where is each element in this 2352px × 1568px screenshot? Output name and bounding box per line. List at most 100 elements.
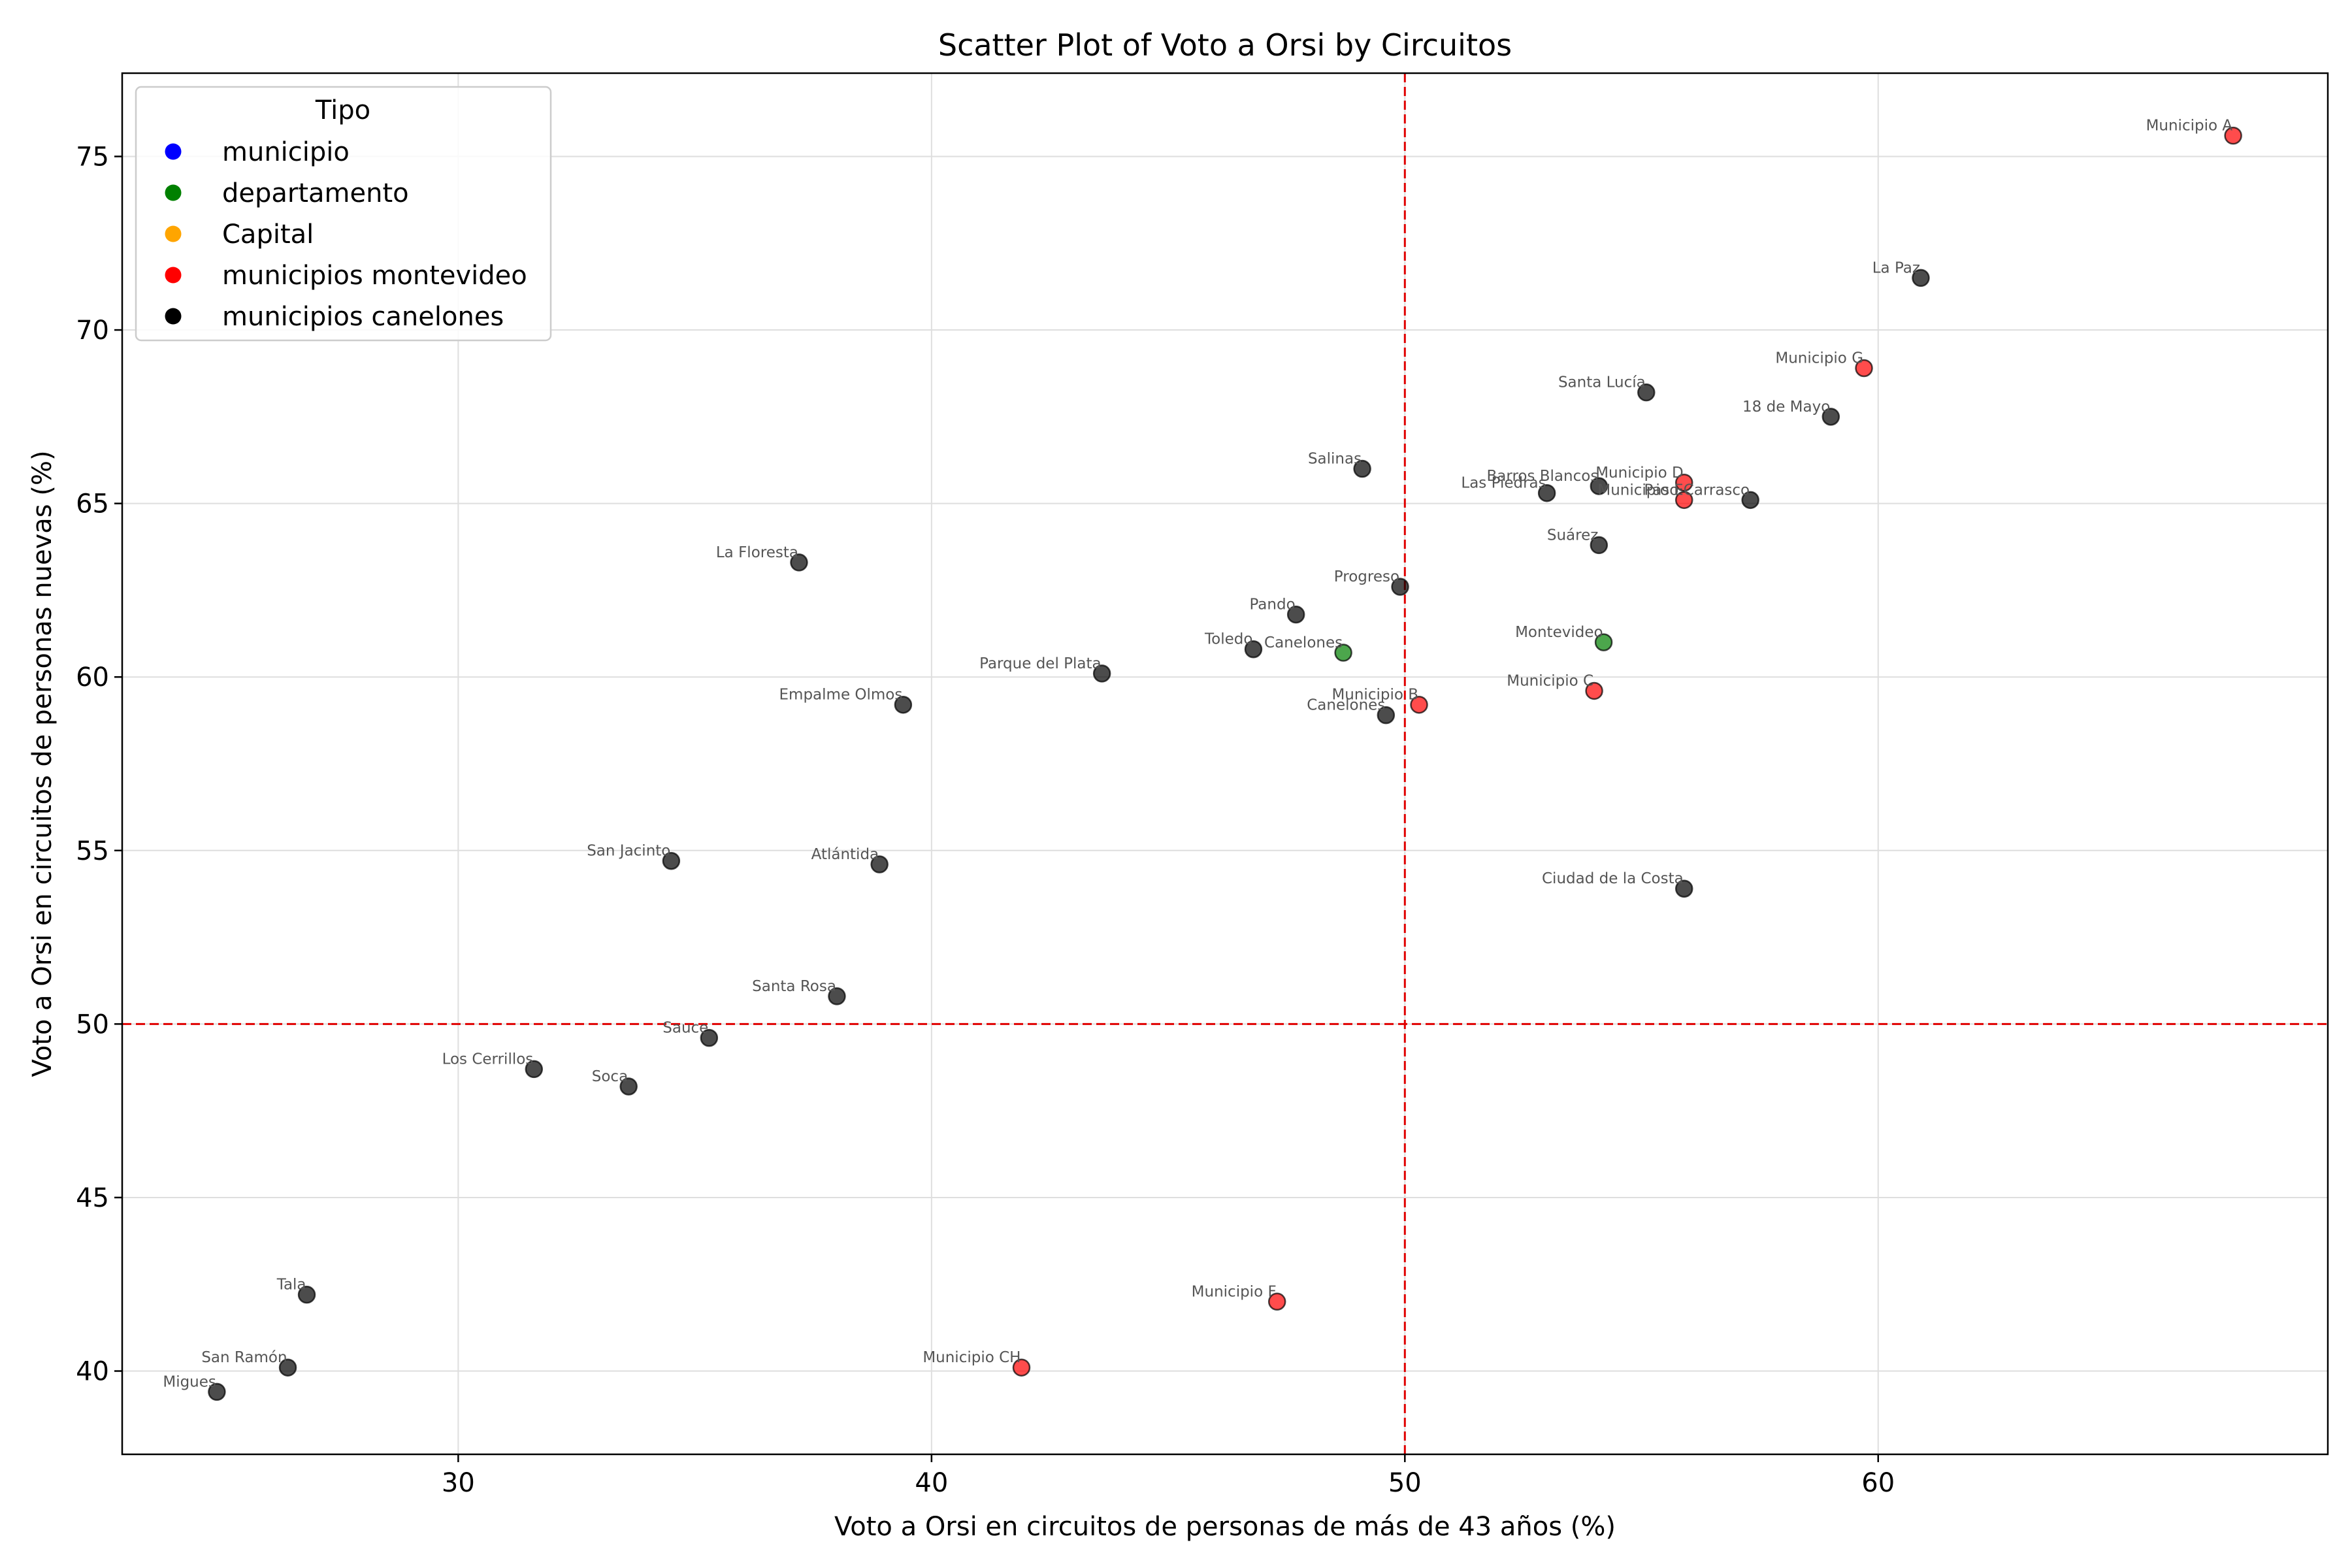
point-label: Ciudad de la Costa <box>1542 870 1684 887</box>
point-label: La Paz <box>1872 259 1920 276</box>
x-tick-label: 40 <box>915 1468 948 1498</box>
point-label: Municipio B <box>1331 687 1418 704</box>
point-label: Las Piedras <box>1461 475 1546 492</box>
scatter-point <box>208 1382 226 1401</box>
legend-label: departamento <box>222 178 409 208</box>
scatter-point <box>2224 126 2242 145</box>
scatter-point <box>278 1358 297 1377</box>
scatter-point <box>1594 633 1613 651</box>
point-label: Municipio D <box>1595 465 1684 482</box>
legend-marker <box>165 308 182 325</box>
point-label: Progreso <box>1334 568 1399 585</box>
y-axis-title: Voto a Orsi en circuitos de personas nue… <box>27 450 57 1077</box>
x-tick-label: 60 <box>1861 1468 1895 1498</box>
scatter-point <box>1377 706 1396 725</box>
legend-marker <box>165 225 182 242</box>
scatter-point <box>297 1285 316 1304</box>
point-label: Municipio C <box>1507 672 1593 689</box>
legend-label: municipios canelones <box>222 302 504 332</box>
point-label: San Jacinto <box>587 843 670 860</box>
point-label: Empalme Olmos <box>779 687 903 704</box>
point-label: Canelones <box>1264 634 1343 651</box>
scatter-point <box>1012 1358 1031 1377</box>
legend-label: municipios montevideo <box>222 261 527 291</box>
scatter-point <box>1674 491 1693 510</box>
point-label: Toledo <box>1204 631 1252 648</box>
point-label: Municipio CH <box>923 1349 1021 1366</box>
scatter-point <box>1674 879 1693 898</box>
point-label: 18 de Mayo <box>1742 399 1830 416</box>
scatter-point <box>662 851 681 870</box>
scatter-point <box>1674 474 1693 492</box>
scatter-point <box>700 1028 719 1047</box>
scatter-point <box>894 695 913 714</box>
scatter-point <box>1912 269 1930 287</box>
legend-marker <box>165 143 182 160</box>
scatter-point <box>1391 578 1409 596</box>
scatter-point <box>1585 681 1603 700</box>
point-label: Municipio G <box>1775 350 1863 367</box>
x-tick-label: 30 <box>442 1468 475 1498</box>
data-points <box>208 126 2242 1401</box>
y-tick-label: 60 <box>76 662 109 693</box>
legend-label: municipio <box>222 137 350 167</box>
scatter-point <box>1092 664 1111 683</box>
scatter-point <box>1637 383 1656 402</box>
point-label: Parque del Plata <box>979 655 1102 672</box>
x-tick-label: 50 <box>1388 1468 1422 1498</box>
legend-box <box>135 86 552 342</box>
scatter-point <box>1590 477 1609 495</box>
scatter-point <box>619 1077 638 1096</box>
scatter-point <box>790 553 808 572</box>
point-label: Tala <box>276 1277 306 1294</box>
point-label: Canelones <box>1307 697 1385 714</box>
scatter-point <box>525 1060 544 1079</box>
y-tick-label: 55 <box>76 836 109 866</box>
point-label: Suárez <box>1547 527 1598 544</box>
point-label: Barros Blancos <box>1487 468 1599 485</box>
point-label: Sauce <box>662 1020 708 1037</box>
scatter-point <box>1286 605 1305 624</box>
scatter-point <box>1821 408 1840 426</box>
reference-lines <box>122 73 2328 1454</box>
legend: Tipo municipiodepartamentoCapitalmunicip… <box>135 86 552 342</box>
point-label: Municipio F <box>1192 1283 1277 1300</box>
point-label: Atlántida <box>811 846 879 863</box>
x-axis-title: Voto a Orsi en circuitos de personas de … <box>834 1512 1616 1542</box>
y-tick-label: 65 <box>76 489 109 519</box>
point-label: Salinas <box>1308 451 1362 468</box>
point-label: Santa Rosa <box>752 978 836 995</box>
scatter-point <box>1267 1292 1286 1311</box>
point-labels: Municipio A La Paz Municipio G Santa Lucía 1… <box>163 118 2232 1391</box>
scatter-point <box>1353 459 1371 478</box>
legend-marker <box>165 267 182 284</box>
y-tick-label: 70 <box>76 316 109 346</box>
scatter-point <box>828 987 846 1005</box>
point-label: Paso Carrasco <box>1644 482 1750 498</box>
point-label: Los Cerrillos <box>442 1051 534 1068</box>
scatter-point <box>870 855 889 874</box>
point-label: Santa Lucía <box>1558 374 1646 391</box>
point-label: Municipio A <box>2146 118 2233 135</box>
point-label: Pando <box>1249 596 1295 613</box>
y-tick-label: 75 <box>76 142 109 172</box>
plot-frame <box>121 72 2329 1456</box>
scatter-point <box>1590 536 1609 555</box>
point-label: Municipio E <box>1597 482 1683 498</box>
legend-marker <box>165 184 182 201</box>
scatter-point <box>1334 644 1352 662</box>
point-label: Montevideo <box>1515 624 1603 641</box>
scatter-point <box>1855 359 1873 378</box>
chart-title: Scatter Plot of Voto a Orsi by Circuitos <box>938 27 1512 63</box>
scatter-point <box>1741 491 1759 510</box>
scatter-point <box>1410 695 1428 714</box>
y-tick-label: 45 <box>76 1183 109 1213</box>
y-tick-label: 50 <box>76 1009 109 1039</box>
y-tick-label: 40 <box>76 1357 109 1387</box>
legend-title: Tipo <box>315 95 370 125</box>
point-label: Soca <box>592 1068 628 1085</box>
legend-entries: municipio departamento Capital municipios m… <box>165 137 527 332</box>
x-axis-ticks: 30 40 50 60 <box>442 1454 1895 1498</box>
y-axis-ticks: 40 45 50 55 60 65 70 75 <box>76 142 122 1387</box>
point-label: La Floresta <box>716 544 798 561</box>
